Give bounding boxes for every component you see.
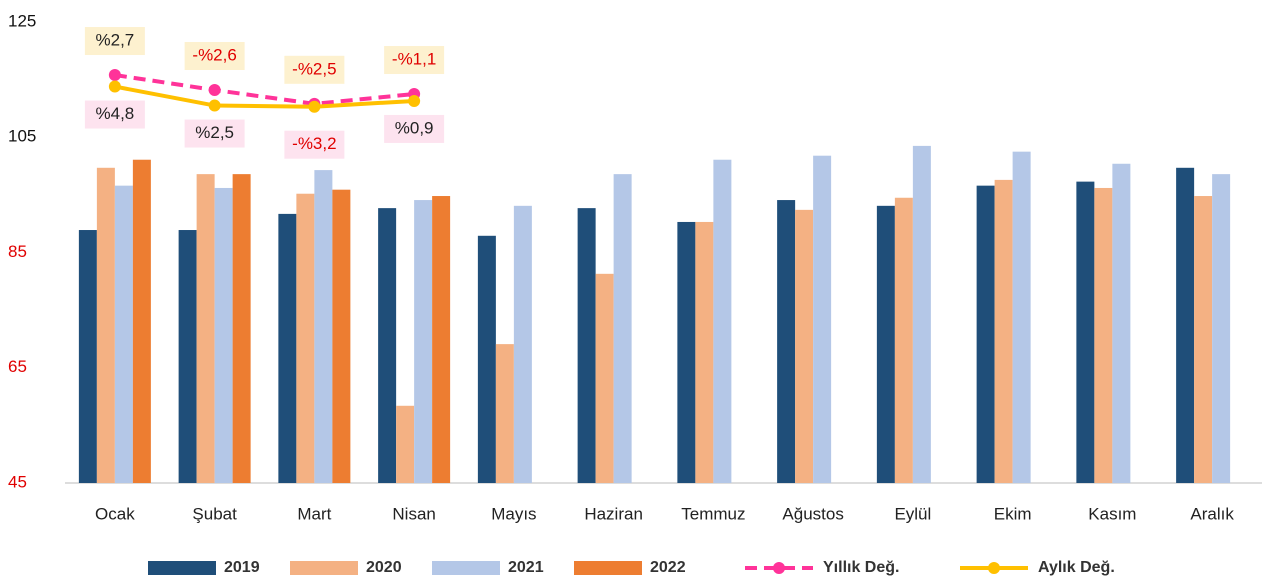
bar [1012, 151, 1031, 483]
bar [396, 405, 415, 483]
bar [894, 197, 913, 483]
bar [777, 200, 796, 483]
annotation: -%1,1 [392, 50, 436, 69]
bar [196, 174, 215, 483]
annotation-bg [384, 46, 445, 75]
x-tick-label: Ağustos [782, 504, 843, 523]
bar [876, 205, 895, 484]
annotation-bg [84, 27, 145, 56]
bar [613, 174, 632, 483]
legend-label: 2019 [224, 559, 260, 576]
annotation: -%3,2 [292, 134, 336, 153]
bar [296, 193, 315, 483]
x-tick-label: Temmuz [681, 504, 745, 523]
line-marker [208, 83, 221, 96]
legend-swatch [148, 561, 216, 575]
x-tick-label: Mart [297, 504, 331, 523]
line [114, 84, 415, 109]
bar [378, 208, 397, 483]
x-tick-label: Haziran [584, 504, 643, 523]
bar [96, 167, 115, 483]
annotation: %4,8 [96, 104, 135, 123]
line [114, 73, 415, 106]
bar [178, 230, 197, 483]
bar [577, 208, 596, 483]
x-tick-label: Eylül [894, 504, 931, 523]
x-tick-label: Nisan [392, 504, 435, 523]
x-tick-label: Ekim [994, 504, 1032, 523]
bar [495, 344, 514, 483]
legend-marker [773, 562, 785, 574]
bar [78, 230, 97, 483]
annotation: %2,5 [195, 123, 234, 142]
y-tick-label: 65 [8, 357, 27, 376]
bar [232, 174, 251, 483]
annotation: %2,7 [96, 30, 135, 49]
legend-marker [988, 562, 1000, 574]
bar [795, 209, 814, 484]
legend-label: 2021 [508, 559, 544, 576]
bar [1176, 167, 1195, 483]
x-tick-label: Mayıs [491, 504, 536, 523]
bar [414, 200, 433, 483]
bar [976, 185, 995, 483]
bar [132, 159, 151, 483]
bar [1194, 196, 1213, 483]
bar [1076, 181, 1095, 483]
x-tick-label: Ocak [95, 504, 135, 523]
annotation-bg [184, 119, 245, 148]
bar [713, 159, 732, 483]
legend-label: 2020 [366, 559, 402, 576]
legend-swatch [290, 561, 358, 575]
bar [677, 221, 696, 484]
bar [432, 196, 451, 483]
legend-label: 2022 [650, 559, 686, 576]
bar [1112, 163, 1131, 483]
line-marker [408, 94, 421, 107]
bar [332, 189, 351, 483]
legend-label: Yıllık Değ. [823, 559, 899, 576]
bar [695, 221, 714, 484]
line-marker [208, 99, 221, 112]
x-tick-label: Kasım [1088, 504, 1136, 523]
line-marker [108, 80, 121, 93]
x-tick-label: Aralık [1190, 504, 1234, 523]
bar [214, 187, 233, 483]
line-marker [108, 69, 121, 82]
bar [278, 213, 297, 484]
legend-swatch [432, 561, 500, 575]
annotation: -%2,6 [192, 45, 236, 64]
annotation-bg [384, 114, 445, 143]
x-tick-label: Şubat [192, 504, 237, 523]
annotation: -%2,5 [292, 59, 336, 78]
bar [314, 170, 333, 483]
y-tick-label: 85 [8, 242, 27, 261]
bar [912, 145, 931, 484]
bar [595, 273, 614, 483]
bar [513, 205, 532, 484]
bar [1212, 174, 1231, 483]
y-tick-label: 125 [8, 11, 36, 30]
line-marker [308, 100, 321, 113]
annotation-bg [84, 100, 145, 129]
bar [994, 179, 1013, 483]
annotation-bg [184, 41, 245, 70]
annotation-bg [284, 55, 345, 84]
legend-swatch [574, 561, 642, 575]
annotation-bg [284, 130, 345, 159]
bar [1094, 187, 1113, 483]
annotation: %0,9 [395, 118, 434, 137]
y-tick-label: 105 [8, 127, 36, 146]
bar [813, 155, 832, 483]
bar [114, 185, 133, 483]
bar [477, 235, 496, 483]
y-tick-label: 45 [8, 472, 27, 491]
legend-label: Aylık Değ. [1038, 559, 1115, 576]
